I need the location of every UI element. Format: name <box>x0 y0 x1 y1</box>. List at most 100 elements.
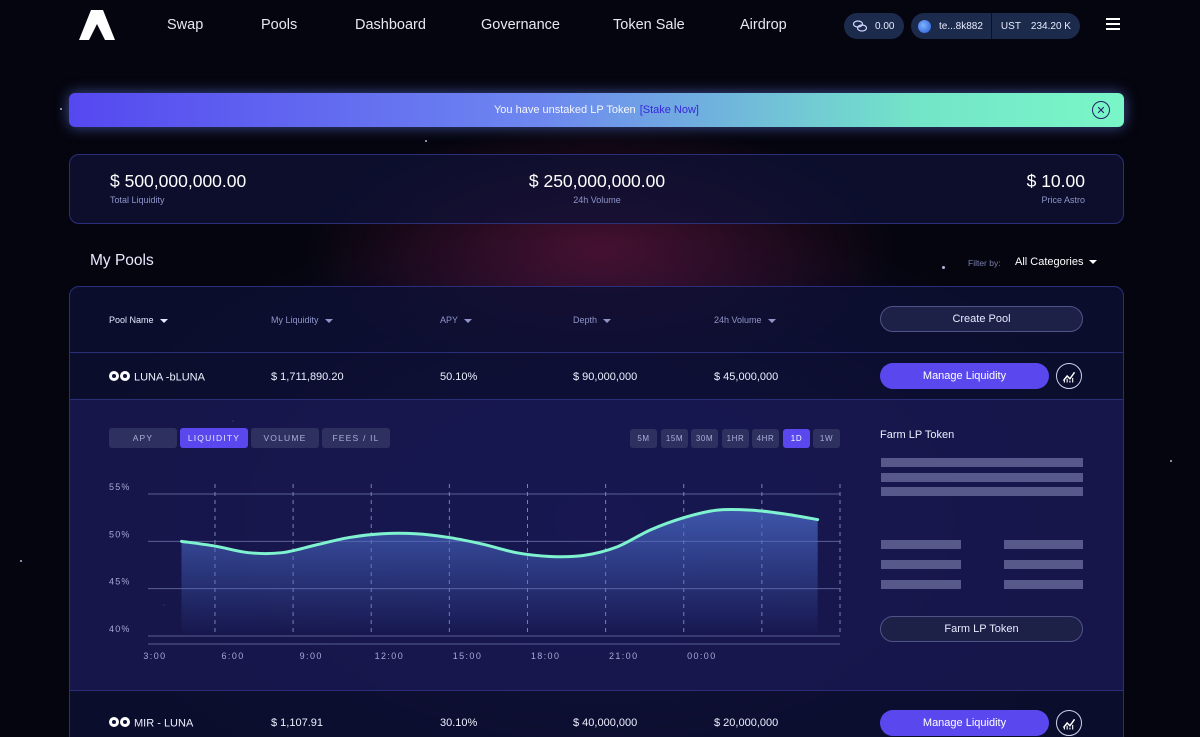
loading-placeholder <box>881 580 961 589</box>
balance-pill[interactable]: 0.00 <box>844 13 904 39</box>
range-1hr[interactable]: 1HR <box>722 429 749 448</box>
table-cell-liquidity: $ 1,107.91 <box>271 717 323 729</box>
x-tick-label: 9:00 <box>300 651 323 661</box>
tab-apy[interactable]: APY <box>109 428 177 448</box>
chevron-down-icon <box>464 318 473 323</box>
divider <box>70 690 1123 691</box>
chevron-down-icon <box>324 318 333 323</box>
loading-placeholder <box>881 540 961 549</box>
loading-placeholder <box>1004 560 1083 569</box>
wallet-divider <box>990 13 992 39</box>
nav-link-pools[interactable]: Pools <box>261 17 298 33</box>
stat-label: Total Liquidity <box>110 195 165 205</box>
y-tick-label: 40% <box>109 624 131 634</box>
top-nav: Swap Pools Dashboard Governance Token Sa… <box>0 0 1200 52</box>
chevron-down-icon <box>767 318 776 323</box>
stat-value: $ 250,000,000.00 <box>528 171 666 191</box>
table-row-pool-name[interactable]: MIR - LUNA <box>109 717 193 730</box>
x-tick-label: 6:00 <box>222 651 245 661</box>
farm-lp-token-button[interactable]: Farm LP Token <box>880 616 1083 642</box>
range-1w[interactable]: 1W <box>813 429 840 448</box>
category-filter-dropdown[interactable]: All Categories <box>1015 256 1098 268</box>
column-header-my-liquidity[interactable]: My Liquidity <box>271 315 333 325</box>
loading-placeholder <box>881 473 1083 482</box>
section-title: My Pools <box>90 252 154 269</box>
tab-volume[interactable]: VOLUME <box>251 428 319 448</box>
column-header-depth[interactable]: Depth <box>573 315 612 325</box>
y-tick-label: 55% <box>109 482 131 492</box>
stat-total-liquidity: $ 500,000,000.00 Total Liquidity <box>110 171 246 205</box>
star <box>942 266 945 269</box>
chevron-down-icon <box>603 318 612 323</box>
tab-fees-il[interactable]: FEES / IL <box>322 428 390 448</box>
nav-link-airdrop[interactable]: Airdrop <box>740 17 787 33</box>
tab-liquidity[interactable]: LIQUIDITY <box>180 428 248 448</box>
loading-placeholder <box>881 560 961 569</box>
menu-icon[interactable] <box>1106 18 1120 30</box>
star <box>425 140 427 142</box>
filter-label: Filter by: <box>968 258 1001 268</box>
x-tick-label: 21:00 <box>609 651 639 661</box>
table-cell-liquidity: $ 1,711,890.20 <box>271 371 344 383</box>
manage-liquidity-button[interactable]: Manage Liquidity <box>880 710 1049 736</box>
stat-value: $ 10.00 <box>1026 171 1085 191</box>
x-tick-label: 00:00 <box>687 651 717 661</box>
chart-toggle-icon[interactable] <box>1056 710 1082 736</box>
table-cell-apy: 50.10% <box>440 371 478 383</box>
token-pair-icon <box>109 371 131 384</box>
create-pool-button[interactable]: Create Pool <box>880 306 1083 332</box>
farm-title: Farm LP Token <box>880 429 955 441</box>
range-15m[interactable]: 15M <box>661 429 688 448</box>
star <box>20 560 22 562</box>
x-tick-label: 3:00 <box>143 651 166 661</box>
manage-liquidity-button[interactable]: Manage Liquidity <box>880 363 1049 389</box>
wallet-currency: UST <box>1000 20 1021 32</box>
divider <box>70 352 1123 353</box>
wallet-address: te...8k882 <box>939 20 983 32</box>
loading-placeholder <box>881 458 1083 467</box>
nav-link-token-sale[interactable]: Token Sale <box>613 17 685 33</box>
star <box>1170 460 1172 462</box>
chart-toggle-icon[interactable] <box>1056 363 1082 389</box>
x-tick-label: 12:00 <box>375 651 405 661</box>
pools-table <box>69 286 1124 737</box>
astro-logo-icon[interactable] <box>79 10 115 40</box>
table-cell-apy: 30.10% <box>440 717 478 729</box>
table-cell-volume: $ 45,000,000 <box>714 371 779 383</box>
close-icon[interactable]: ✕ <box>1092 101 1110 119</box>
series-area <box>181 509 818 636</box>
stake-now-link[interactable]: [Stake Now] <box>639 104 699 116</box>
chevron-down-icon <box>1089 260 1098 265</box>
table-cell-volume: $ 20,000,000 <box>714 717 779 729</box>
nav-link-dashboard[interactable]: Dashboard <box>355 17 426 33</box>
balance-value: 0.00 <box>875 20 895 32</box>
banner-text: You have unstaked LP Token <box>493 104 636 116</box>
loading-placeholder <box>1004 540 1083 549</box>
column-header-apy[interactable]: APY <box>440 315 473 325</box>
stat-24h-volume: $ 250,000,000.00 24h Volume <box>524 171 670 205</box>
table-row-pool-name[interactable]: LUNA -bLUNA <box>109 371 205 384</box>
stat-value: $ 500,000,000.00 <box>110 171 247 191</box>
stat-label: 24h Volume <box>573 195 621 205</box>
range-4hr[interactable]: 4HR <box>752 429 779 448</box>
nav-link-governance[interactable]: Governance <box>481 17 560 33</box>
column-header-pool-name[interactable]: Pool Name <box>109 315 168 325</box>
x-tick-label: 18:00 <box>531 651 561 661</box>
nav-link-swap[interactable]: Swap <box>167 17 204 33</box>
unstaked-lp-banner: You have unstaked LP Token [Stake Now] ✕ <box>69 93 1124 127</box>
wallet-pill[interactable]: te...8k882 UST 234.20 K <box>911 13 1080 39</box>
range-5m[interactable]: 5M <box>630 429 657 448</box>
coins-icon <box>853 20 867 32</box>
liquidity-chart: 55% 50% 45% 40% 3:00 6:00 9:00 12:00 15:00 18:00 2… <box>109 482 841 661</box>
star <box>60 108 62 110</box>
y-tick-label: 50% <box>109 529 131 539</box>
column-header-24h-volume[interactable]: 24h Volume <box>714 315 776 325</box>
stat-label: Price Astro <box>1041 195 1085 205</box>
wallet-amount: 234.20 K <box>1030 20 1071 32</box>
stats-card: $ 500,000,000.00 Total Liquidity $ 250,0… <box>69 154 1124 224</box>
divider <box>70 399 1123 400</box>
table-cell-depth: $ 40,000,000 <box>573 717 638 729</box>
range-30m[interactable]: 30M <box>691 429 718 448</box>
range-1d[interactable]: 1D <box>783 429 810 448</box>
y-tick-label: 45% <box>109 577 131 587</box>
